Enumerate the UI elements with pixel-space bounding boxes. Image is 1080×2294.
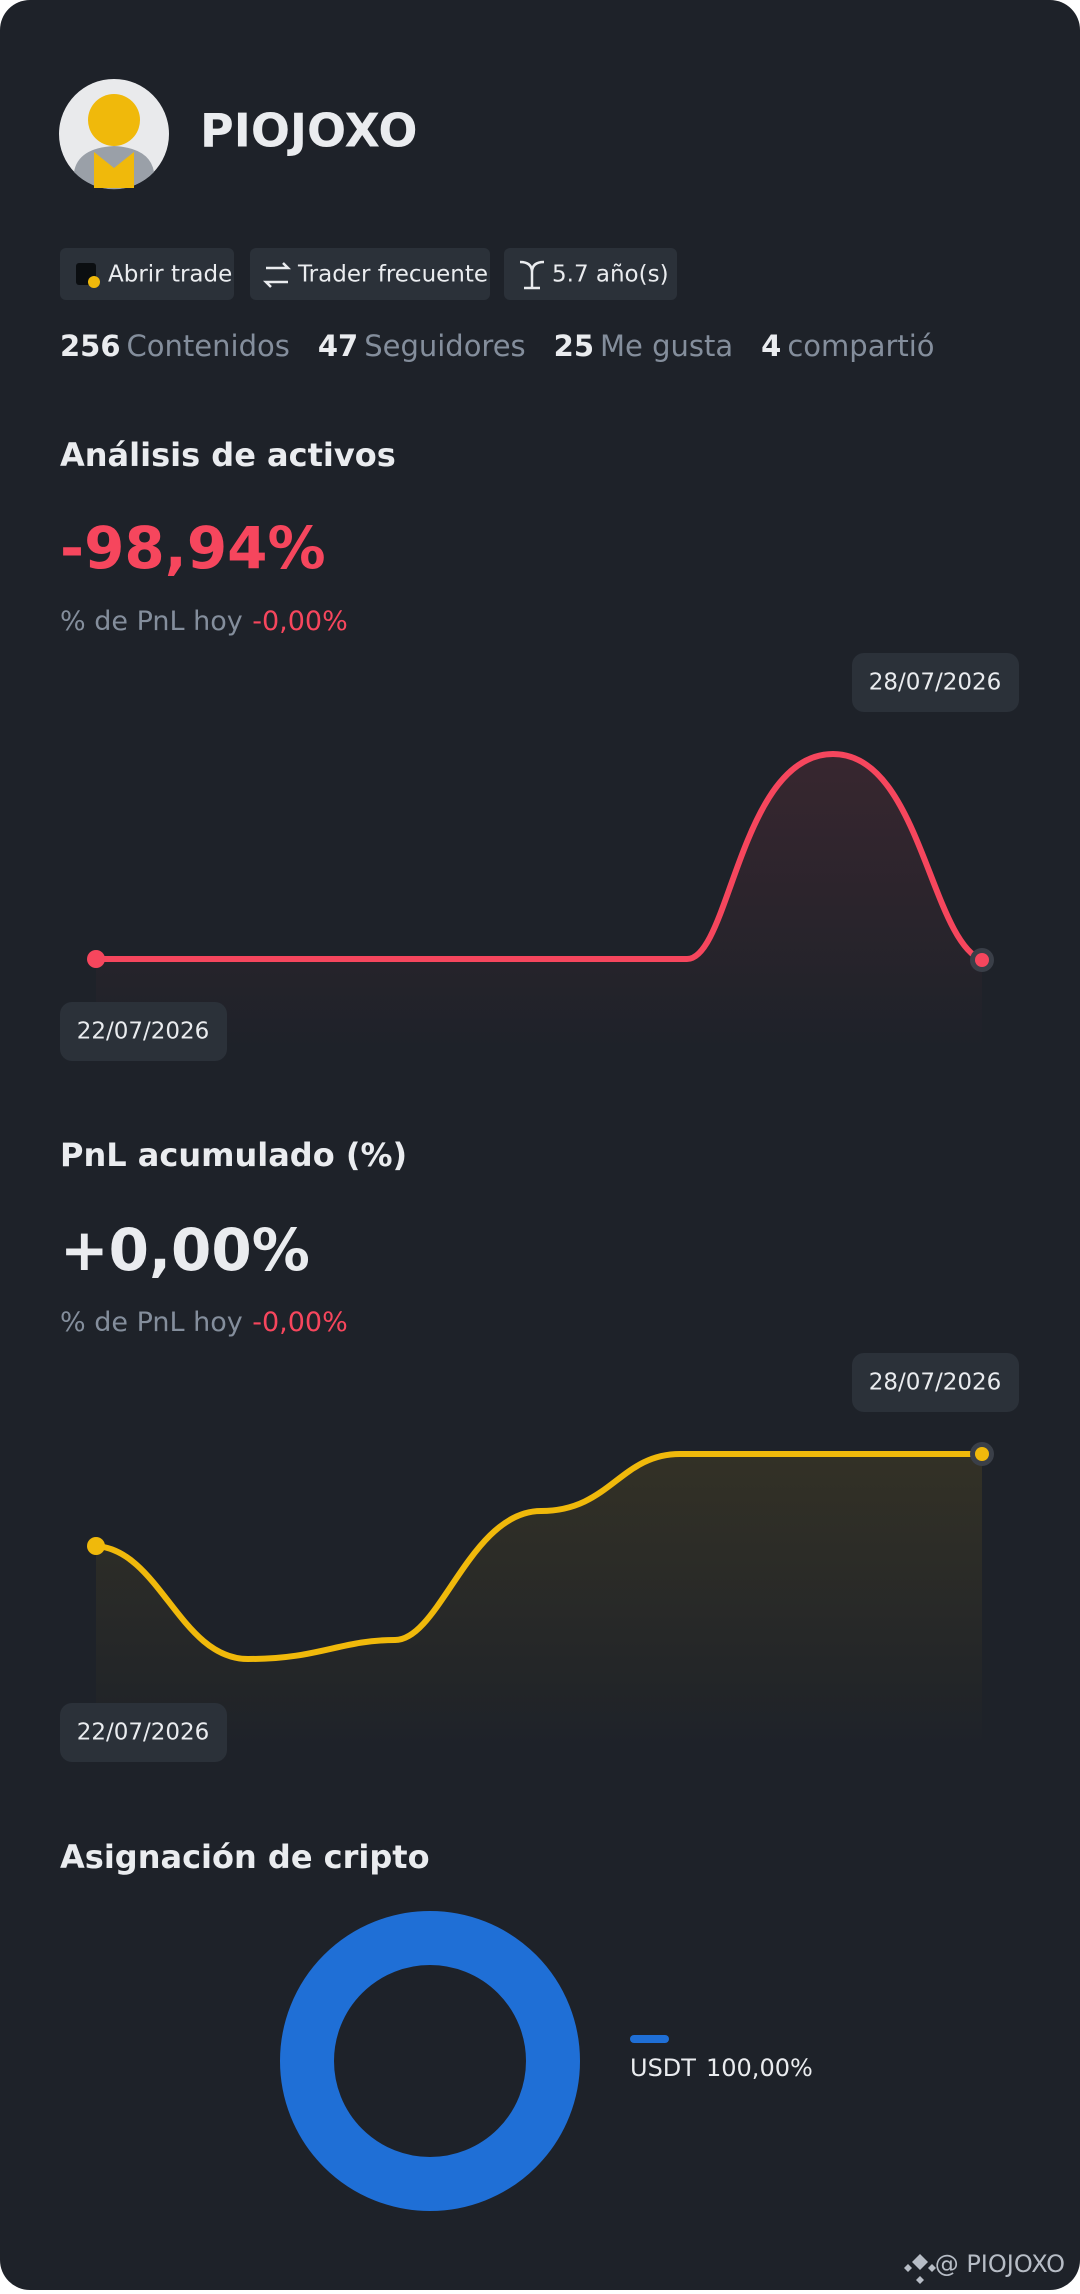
profile-name: PIOJOXO [200, 104, 417, 158]
stat-label: compartió [787, 329, 934, 363]
chart-area [96, 754, 982, 1049]
start-date: 22/07/2026 [77, 1019, 210, 1045]
legend-value: 100,00% [706, 2054, 813, 2082]
pnl-value: -0,00% [252, 1307, 348, 1338]
legend-swatch [630, 2035, 669, 2043]
chart-point [87, 1537, 105, 1555]
badge-label: Abrir trade [108, 262, 232, 288]
badge-icon [88, 276, 100, 288]
stat-value: 47 [318, 329, 358, 363]
legend-label: USDT [630, 2054, 696, 2082]
headline-value: -98,94% [60, 514, 326, 582]
badge-icon [519, 260, 545, 290]
start-date: 22/07/2026 [77, 1720, 210, 1746]
badge-label: Trader frecuente [297, 262, 488, 288]
pnl-today: % de PnL hoy -0,00% [60, 1307, 348, 1338]
date-tooltip [60, 1002, 227, 1061]
stat-value: 25 [554, 329, 594, 363]
pnl-today: % de PnL hoy -0,00% [60, 606, 348, 637]
end-date: 28/07/2026 [869, 1370, 1002, 1396]
stat-value: 4 [761, 329, 781, 363]
badge-label: 5.7 año(s) [552, 262, 669, 288]
chart-title: Asignación de cripto [60, 1838, 430, 1876]
section-title: Análisis de activos [60, 436, 396, 474]
donut-chart: USDT 100,00% [280, 1911, 813, 2211]
date-tooltip [852, 1353, 1019, 1412]
avatar [59, 79, 169, 190]
watermark-logo [904, 2254, 936, 2284]
pnl-value: -0,00% [252, 606, 348, 637]
chart-point [975, 1447, 989, 1461]
chart-line [96, 750, 984, 963]
chart-point [87, 950, 105, 968]
pnl-label: % de PnL hoy [60, 1307, 243, 1338]
chart-area [96, 1454, 982, 1749]
end-date: 28/07/2026 [869, 670, 1002, 696]
chart-point [975, 953, 989, 967]
stat-value: 256 [60, 329, 121, 363]
section-title: PnL acumulado (%) [60, 1136, 407, 1174]
headline-value: +0,00% [60, 1216, 310, 1284]
date-tooltip [60, 1703, 227, 1762]
badge-icon [262, 262, 292, 288]
stat-label: Seguidores [364, 329, 525, 363]
badge [60, 248, 234, 300]
donut-segment [280, 1911, 580, 2211]
badge [504, 248, 677, 300]
stat-label: Me gusta [600, 329, 733, 363]
watermark: @ PIOJOXO [935, 2250, 1065, 2278]
chart-line [95, 1451, 982, 1663]
stat-label: Contenidos [127, 329, 290, 363]
pnl-label: % de PnL hoy [60, 606, 243, 637]
stats-row: 256 Contenidos 47 Seguidores 25 Me gusta 4 comp… [60, 329, 935, 363]
date-tooltip [852, 653, 1019, 712]
badge [250, 248, 490, 300]
